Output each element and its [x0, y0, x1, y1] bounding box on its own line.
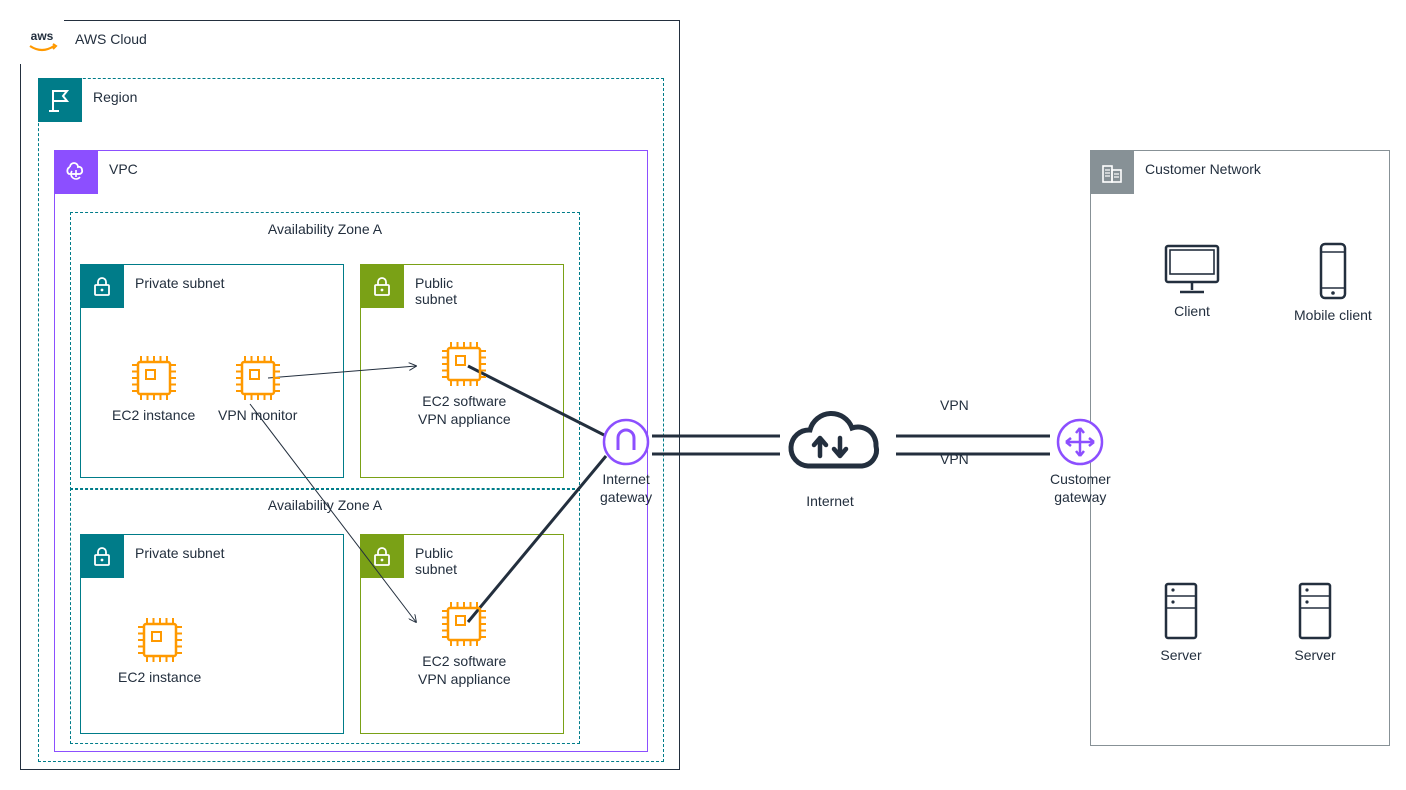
lock-icon [80, 534, 124, 578]
node-cgw-label: Customer gateway [1050, 470, 1111, 506]
node-ec2_b1-label: EC2 instance [118, 668, 201, 686]
node-client: Client [1160, 240, 1224, 320]
cgw-icon [1056, 418, 1104, 466]
ec2-icon [136, 616, 184, 664]
node-vpnmon: VPN monitor [218, 354, 297, 424]
container-pubB-label: Public subnet [415, 545, 457, 577]
lock-icon [360, 264, 404, 308]
node-srv2: Server [1294, 580, 1336, 664]
container-azB-label: Availability Zone A [71, 497, 579, 513]
cloud-icon [774, 408, 886, 488]
container-azA-label: Availability Zone A [71, 221, 579, 237]
svg-text:aws: aws [31, 29, 54, 43]
ec2-icon [440, 340, 488, 388]
container-pubA-label: Public subnet [415, 275, 457, 307]
mobile-icon [1313, 240, 1353, 302]
lock-icon [80, 264, 124, 308]
ec2-icon [130, 354, 178, 402]
server-icon [1294, 580, 1336, 642]
igw-icon [602, 418, 650, 466]
node-internet: Internet [774, 408, 886, 510]
ec2-icon [234, 354, 282, 402]
flag-icon [38, 78, 82, 122]
vpc-icon [54, 150, 98, 194]
edge-7-label: VPN [940, 451, 969, 467]
node-ec2_pb-label: EC2 software VPN appliance [418, 652, 511, 688]
node-igw-label: Internet gateway [600, 470, 652, 506]
node-internet-label: Internet [806, 492, 853, 510]
container-privB-label: Private subnet [135, 545, 225, 561]
container-vpc-label: VPC [109, 161, 138, 177]
node-srv2-label: Server [1294, 646, 1335, 664]
container-privA-label: Private subnet [135, 275, 225, 291]
node-ec2_pb: EC2 software VPN appliance [418, 600, 511, 688]
node-mobile: Mobile client [1294, 240, 1372, 324]
building-icon [1090, 150, 1134, 194]
desktop-icon [1160, 240, 1224, 298]
node-client-label: Client [1174, 302, 1210, 320]
container-customer-label: Customer Network [1145, 161, 1261, 177]
node-ec2_b1: EC2 instance [118, 616, 201, 686]
node-cgw: Customer gateway [1050, 418, 1111, 506]
node-ec2_pa-label: EC2 software VPN appliance [418, 392, 511, 428]
node-vpnmon-label: VPN monitor [218, 406, 297, 424]
server-icon [1160, 580, 1202, 642]
node-ec2_pa: EC2 software VPN appliance [418, 340, 511, 428]
node-mobile-label: Mobile client [1294, 306, 1372, 324]
node-ec2_a1-label: EC2 instance [112, 406, 195, 424]
edge-6-label: VPN [940, 397, 969, 413]
container-region-label: Region [93, 89, 137, 105]
node-srv1-label: Server [1160, 646, 1201, 664]
node-igw: Internet gateway [600, 418, 652, 506]
node-ec2_a1: EC2 instance [112, 354, 195, 424]
aws-icon: aws [20, 20, 64, 64]
node-srv1: Server [1160, 580, 1202, 664]
ec2-icon [440, 600, 488, 648]
lock-icon [360, 534, 404, 578]
container-awsCloud-label: AWS Cloud [75, 31, 147, 47]
